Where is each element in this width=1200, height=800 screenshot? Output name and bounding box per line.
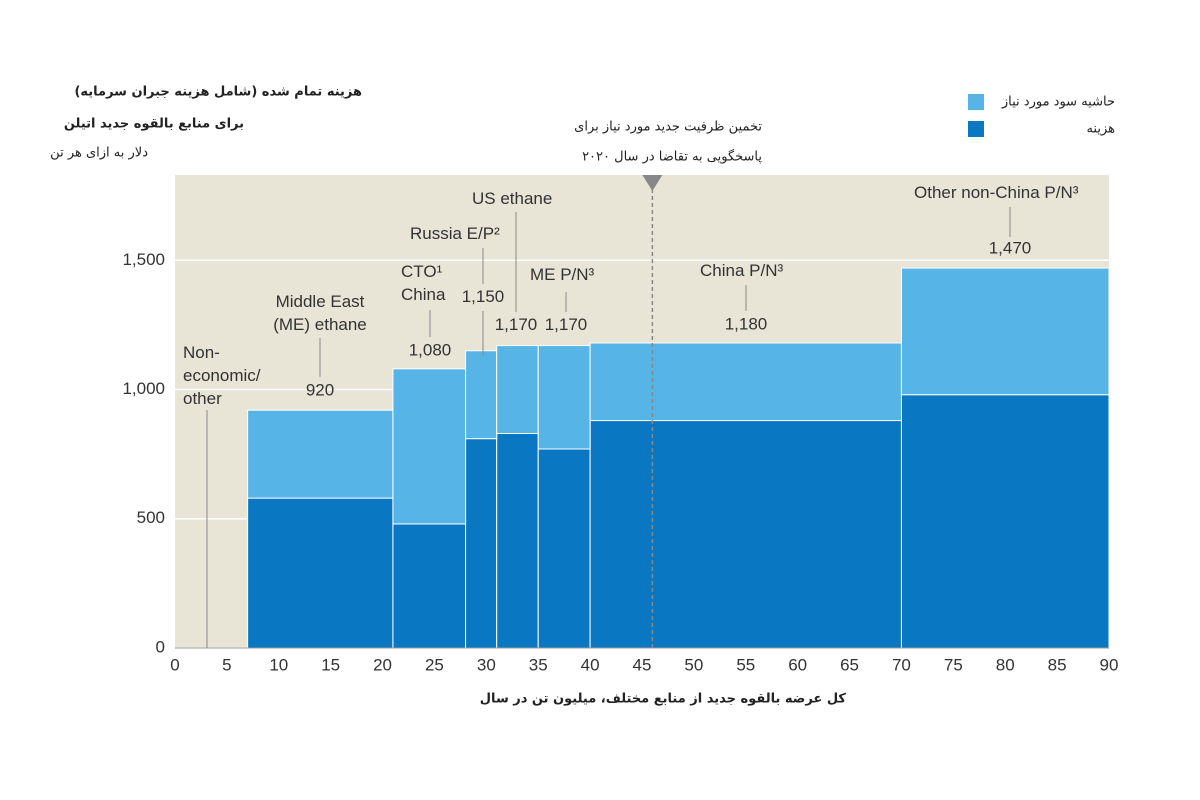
x-tick-label: 5 (222, 655, 231, 674)
bar-segment (900, 394, 1110, 649)
x-tick-label: 30 (477, 655, 496, 674)
x-tick-label: 20 (373, 655, 392, 674)
bar-segment (589, 342, 902, 422)
x-tick-label: 80 (996, 655, 1015, 674)
x-tick-label: 40 (581, 655, 600, 674)
x-axis-label: کل عرضه بالقوه جدید از منابع مختلف، میلی… (480, 692, 847, 707)
legend-label: هزینه (1086, 122, 1115, 137)
x-tick-label: 85 (1048, 655, 1067, 674)
bar-segment (392, 523, 467, 649)
x-tick-label: 45 (633, 655, 652, 674)
legend-label: حاشیه سود مورد نیاز (1001, 95, 1115, 110)
x-tick-label: 25 (425, 655, 444, 674)
chart-subtitle: برای منابع بالقوه جدید اتیلن (64, 117, 244, 132)
category-label: Non-economic/ other (183, 343, 261, 408)
bar-segment (537, 448, 591, 649)
bar-segment (247, 409, 394, 499)
legend-swatch (968, 94, 984, 110)
bar-segment (900, 267, 1110, 396)
x-tick-label: 90 (1100, 655, 1119, 674)
demand-marker (642, 175, 663, 191)
x-tick-label: 10 (269, 655, 288, 674)
x-tick-label: 55 (736, 655, 755, 674)
y-axis-label: دلار به ازای هر تن (50, 146, 148, 161)
total-label: 1,150 (462, 287, 505, 306)
x-tick-label: 60 (788, 655, 807, 674)
x-tick-label: 70 (892, 655, 911, 674)
total-label: 920 (306, 381, 334, 400)
total-label: 1,170 (545, 315, 588, 334)
bar-segment (496, 345, 539, 434)
bar-segment (537, 345, 591, 450)
category-label: Middle East (ME) ethane (273, 292, 367, 334)
category-label: US ethane (472, 189, 553, 208)
y-tick-label: 0 (156, 637, 165, 656)
category-label: Russia E/P² (410, 224, 500, 243)
annotation-text: تخمین ظرفیت جدید مورد نیاز برای (574, 120, 762, 135)
category-label: CTO¹ China (401, 262, 446, 304)
total-label: 1,470 (989, 239, 1032, 258)
bar-segment (247, 497, 394, 649)
bar-segment (465, 438, 498, 649)
bar-segment (496, 432, 539, 649)
y-tick-label: 1,500 (122, 250, 165, 269)
bar-segment (465, 350, 498, 440)
y-tick-label: 1,000 (122, 379, 165, 398)
bar-segment (392, 368, 467, 525)
category-label: ME P/N³ (530, 265, 595, 284)
total-label: 1,180 (725, 314, 768, 333)
chart-title: هزینه تمام شده (شامل هزینه جبران سرمایه) (74, 85, 362, 100)
total-label: 1,170 (495, 315, 538, 334)
legend-swatch (968, 121, 984, 137)
annotation-text: پاسخگویی به تقاضا در سال ۲۰۲۰ (582, 149, 762, 165)
x-tick-label: 75 (944, 655, 963, 674)
x-tick-label: 35 (529, 655, 548, 674)
category-label: Other non-China P/N³ (914, 183, 1079, 202)
category-label: China P/N³ (700, 261, 784, 280)
x-tick-label: 15 (321, 655, 340, 674)
y-tick-label: 500 (137, 508, 165, 527)
x-tick-label: 0 (170, 655, 179, 674)
bar-segment (589, 420, 902, 649)
x-tick-label: 65 (840, 655, 859, 674)
total-label: 1,080 (409, 340, 452, 359)
x-tick-label: 50 (684, 655, 703, 674)
